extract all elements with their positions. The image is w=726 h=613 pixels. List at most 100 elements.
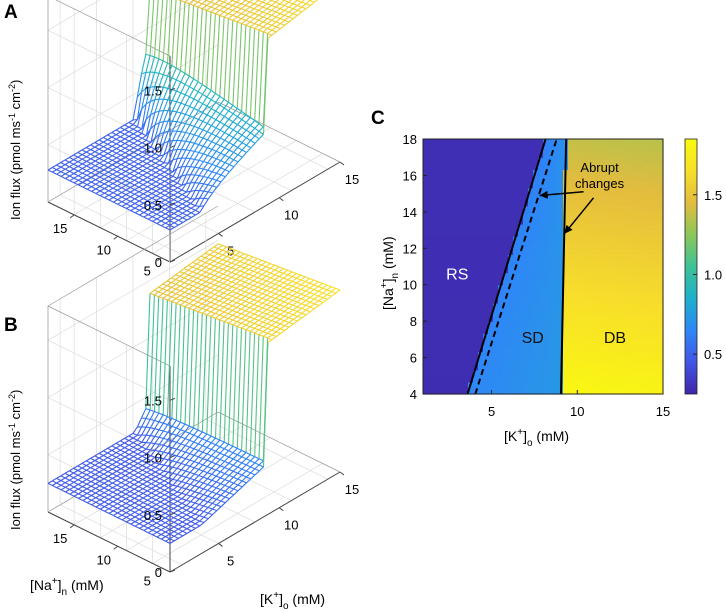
na-axis-line — [47, 201, 171, 263]
mesh-segment — [120, 445, 125, 449]
mesh-segment — [194, 167, 200, 176]
mesh-segment — [181, 131, 186, 134]
mesh-segment — [291, 276, 297, 279]
mesh-segment — [163, 430, 168, 433]
mesh-segment — [156, 508, 161, 512]
mesh-segment — [159, 478, 165, 482]
mesh-segment — [189, 467, 195, 473]
mesh-segment — [205, 271, 211, 275]
mesh-segment — [313, 286, 319, 291]
mesh-segment — [232, 21, 238, 106]
mesh-segment — [209, 246, 215, 251]
mesh-segment — [236, 321, 242, 324]
mesh-segment — [236, 306, 242, 310]
mesh-segment — [257, 267, 262, 271]
mesh-segment — [60, 477, 66, 481]
mesh-segment — [233, 144, 239, 148]
mesh-segment — [261, 261, 267, 266]
mesh-segment — [137, 467, 143, 471]
mesh-segment — [171, 79, 177, 90]
mesh-segment — [149, 289, 155, 294]
mesh-segment — [159, 458, 165, 465]
mesh-segment — [69, 491, 75, 495]
mesh-segment — [130, 200, 136, 204]
mesh-segment — [177, 210, 183, 214]
mesh-segment — [95, 183, 101, 187]
mesh-segment — [196, 268, 202, 271]
mesh-segment — [184, 83, 190, 88]
mesh-segment — [134, 209, 140, 214]
mesh-segment — [120, 447, 125, 451]
mesh-segment — [202, 112, 208, 116]
mesh-segment — [184, 284, 190, 289]
mesh-segment — [164, 169, 169, 173]
mesh-segment — [218, 273, 224, 278]
mesh-segment — [210, 110, 217, 118]
mesh-segment — [133, 458, 139, 462]
mesh-segment — [81, 469, 87, 474]
panel-b-label: B — [4, 315, 18, 336]
mesh-segment — [146, 460, 152, 464]
mesh-segment — [180, 436, 186, 440]
heatmap-cell — [448, 345, 454, 353]
mesh-segment — [167, 294, 172, 298]
mesh-segment — [253, 308, 259, 312]
mesh-segment — [180, 304, 186, 308]
mesh-segment — [280, 325, 285, 330]
mesh-segment — [151, 176, 157, 181]
mesh-segment — [160, 199, 166, 203]
mesh-segment — [195, 206, 200, 211]
heatmap-cell — [428, 199, 434, 207]
mesh-segment — [139, 209, 145, 213]
mesh-segment — [271, 317, 277, 322]
mesh-segment — [166, 291, 172, 296]
mesh-segment — [224, 462, 230, 468]
mesh-segment — [182, 208, 188, 212]
mesh-segment — [220, 477, 226, 481]
mesh-segment — [176, 429, 182, 436]
mesh-segment — [117, 498, 122, 502]
mesh-segment — [195, 513, 200, 517]
mesh-segment — [69, 170, 75, 174]
mesh-segment — [155, 494, 161, 498]
mesh-segment — [172, 178, 178, 182]
heatmap-cell — [448, 351, 454, 359]
mesh-segment — [107, 143, 113, 147]
mesh-segment — [77, 465, 83, 469]
mesh-segment — [129, 156, 135, 161]
mesh-segment — [120, 479, 126, 484]
heatmap-cell — [423, 278, 429, 286]
mesh-segment — [228, 129, 234, 136]
mesh-segment — [232, 108, 238, 115]
mesh-segment — [171, 296, 177, 300]
mesh-segment — [188, 266, 193, 271]
mesh-segment — [202, 96, 208, 104]
mesh-segment — [227, 0, 233, 5]
mesh-segment — [296, 303, 302, 308]
mesh-segment — [193, 1, 199, 6]
mesh-segment — [90, 172, 96, 176]
mesh-segment — [224, 498, 230, 504]
mesh-segment — [91, 492, 96, 496]
mesh-segment — [125, 194, 131, 198]
mesh-segment — [166, 301, 173, 417]
mesh-segment — [188, 78, 195, 87]
mesh-segment — [206, 114, 212, 118]
z-tick-label: 0 — [155, 565, 162, 580]
mesh-segment — [297, 312, 302, 317]
mesh-segment — [168, 491, 174, 495]
mesh-segment — [125, 479, 131, 483]
mesh-segment — [292, 295, 298, 298]
mesh-segment — [82, 184, 88, 188]
mesh-segment — [168, 459, 173, 462]
mesh-segment — [149, 409, 155, 413]
mesh-segment — [267, 34, 273, 39]
mesh-segment — [203, 197, 209, 200]
mesh-segment — [194, 166, 200, 169]
mesh-segment — [64, 161, 70, 166]
mesh-segment — [254, 23, 259, 26]
mesh-segment — [77, 163, 83, 167]
mesh-segment — [180, 290, 185, 293]
heatmap-cell — [433, 260, 439, 268]
mesh-segment — [120, 463, 126, 467]
